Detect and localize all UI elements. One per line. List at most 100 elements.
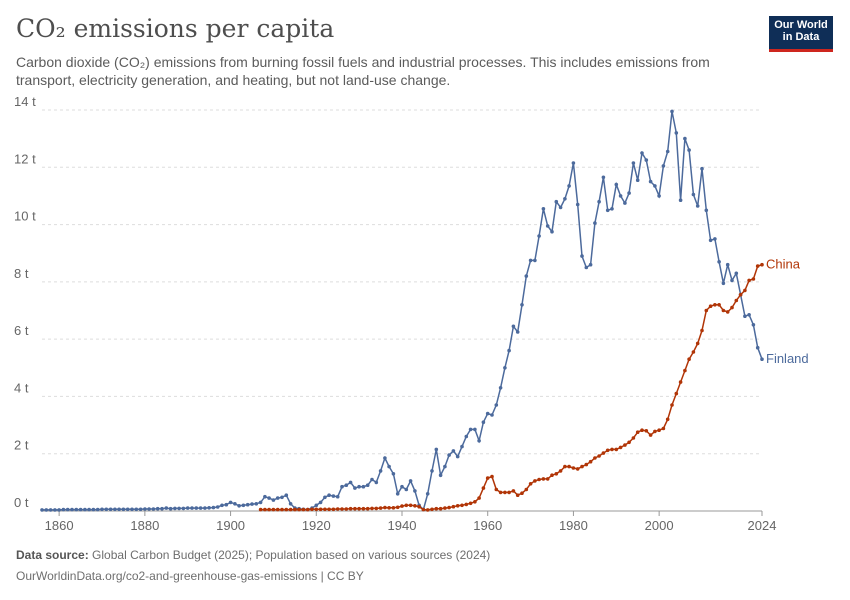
- finland-point: [83, 507, 87, 512]
- china-point: [640, 428, 644, 433]
- china-point: [537, 477, 541, 482]
- finland-point: [575, 202, 580, 207]
- finland-point: [451, 449, 456, 453]
- china-point: [747, 278, 751, 283]
- finland-point: [138, 507, 143, 512]
- finland-point: [220, 503, 224, 508]
- china-point: [631, 436, 636, 440]
- china-point: [443, 506, 447, 510]
- finland-point: [623, 201, 627, 205]
- finland-point: [730, 278, 734, 283]
- china-point: [357, 506, 361, 511]
- finland-point: [520, 303, 524, 307]
- china-point: [550, 473, 554, 478]
- china-point: [323, 507, 327, 512]
- finland-point: [580, 254, 584, 258]
- china-point: [524, 487, 529, 492]
- china-point: [691, 350, 696, 354]
- china-point: [511, 489, 516, 493]
- finland-point: [721, 281, 726, 286]
- source-url[interactable]: OurWorldinData.org/co2-and-greenhouse-ga…: [16, 569, 364, 583]
- china-point: [760, 262, 764, 267]
- finland-point: [160, 506, 164, 511]
- china-point: [627, 440, 631, 445]
- finland-point: [74, 507, 79, 512]
- finland-point: [511, 324, 516, 329]
- china-point: [738, 292, 743, 297]
- x-tick-label: 1920: [302, 518, 331, 533]
- finland-point: [635, 178, 640, 182]
- y-tick-label: 4 t: [14, 380, 29, 395]
- china-point: [670, 403, 674, 407]
- finland-point: [695, 204, 700, 208]
- finland-point: [507, 348, 511, 353]
- series-finland: Finland: [40, 109, 809, 512]
- finland-point: [331, 494, 336, 498]
- finland-point: [327, 493, 331, 498]
- china-point: [370, 506, 374, 511]
- finland-point: [533, 258, 537, 263]
- y-tick-label: 12 t: [14, 151, 36, 166]
- china-point: [528, 482, 533, 486]
- y-tick-label: 10 t: [14, 209, 36, 224]
- finland-point: [610, 207, 614, 211]
- finland-point: [563, 197, 567, 201]
- finland-point: [207, 506, 211, 510]
- china-point: [451, 504, 456, 509]
- china-point: [477, 496, 481, 500]
- finland-point: [65, 507, 70, 512]
- finland-point: [734, 271, 739, 276]
- china-point: [597, 454, 601, 458]
- x-tick-label: 1900: [216, 518, 245, 533]
- finland-point: [584, 265, 589, 270]
- chart-subtitle: Carbon dioxide (CO₂) emissions from burn…: [16, 54, 710, 88]
- finland-point: [593, 221, 597, 225]
- finland-point: [237, 504, 241, 508]
- y-tick-label: 14 t: [14, 94, 36, 109]
- china-point: [408, 503, 413, 508]
- china-point: [468, 501, 473, 506]
- finland-point: [168, 506, 173, 511]
- owid-logo[interactable]: Our World in Data: [769, 16, 833, 52]
- x-tick-label: 1960: [473, 518, 502, 533]
- finland-point: [571, 161, 576, 165]
- finland-point: [425, 492, 430, 496]
- finland-point: [228, 500, 233, 505]
- china-point: [378, 506, 383, 510]
- finland-point: [678, 198, 683, 202]
- finland-point: [95, 507, 100, 512]
- finland-point: [751, 323, 756, 327]
- china-point: [425, 508, 430, 512]
- china-point: [318, 507, 323, 512]
- china-point: [258, 507, 263, 512]
- china-point: [743, 288, 747, 293]
- finland-point: [567, 184, 571, 188]
- china-point: [695, 341, 700, 346]
- series-layer: Finland China: [40, 109, 809, 512]
- chart-title: CO₂ emissions per capita: [16, 14, 335, 43]
- finland-point: [588, 262, 593, 267]
- finland-point: [185, 506, 190, 510]
- finland-point: [404, 487, 409, 492]
- china-point: [653, 429, 657, 434]
- finland-point: [44, 508, 49, 512]
- china-point: [400, 504, 404, 508]
- finland-point: [143, 507, 147, 511]
- finland-point: [357, 484, 361, 489]
- china-point: [678, 380, 683, 384]
- china-point: [288, 507, 293, 512]
- china-point: [404, 503, 409, 508]
- finland-point: [121, 507, 126, 512]
- source-label: Data source:: [16, 548, 89, 562]
- china-point: [267, 507, 271, 512]
- finland-point: [708, 238, 713, 243]
- finland-point: [323, 495, 327, 500]
- china-point: [331, 507, 336, 512]
- finland-point: [284, 493, 289, 498]
- finland-point: [87, 507, 91, 512]
- china-point: [610, 447, 614, 452]
- china-point: [507, 490, 511, 495]
- finland-point: [241, 503, 246, 508]
- finland-point: [383, 456, 387, 460]
- china-point: [498, 490, 503, 495]
